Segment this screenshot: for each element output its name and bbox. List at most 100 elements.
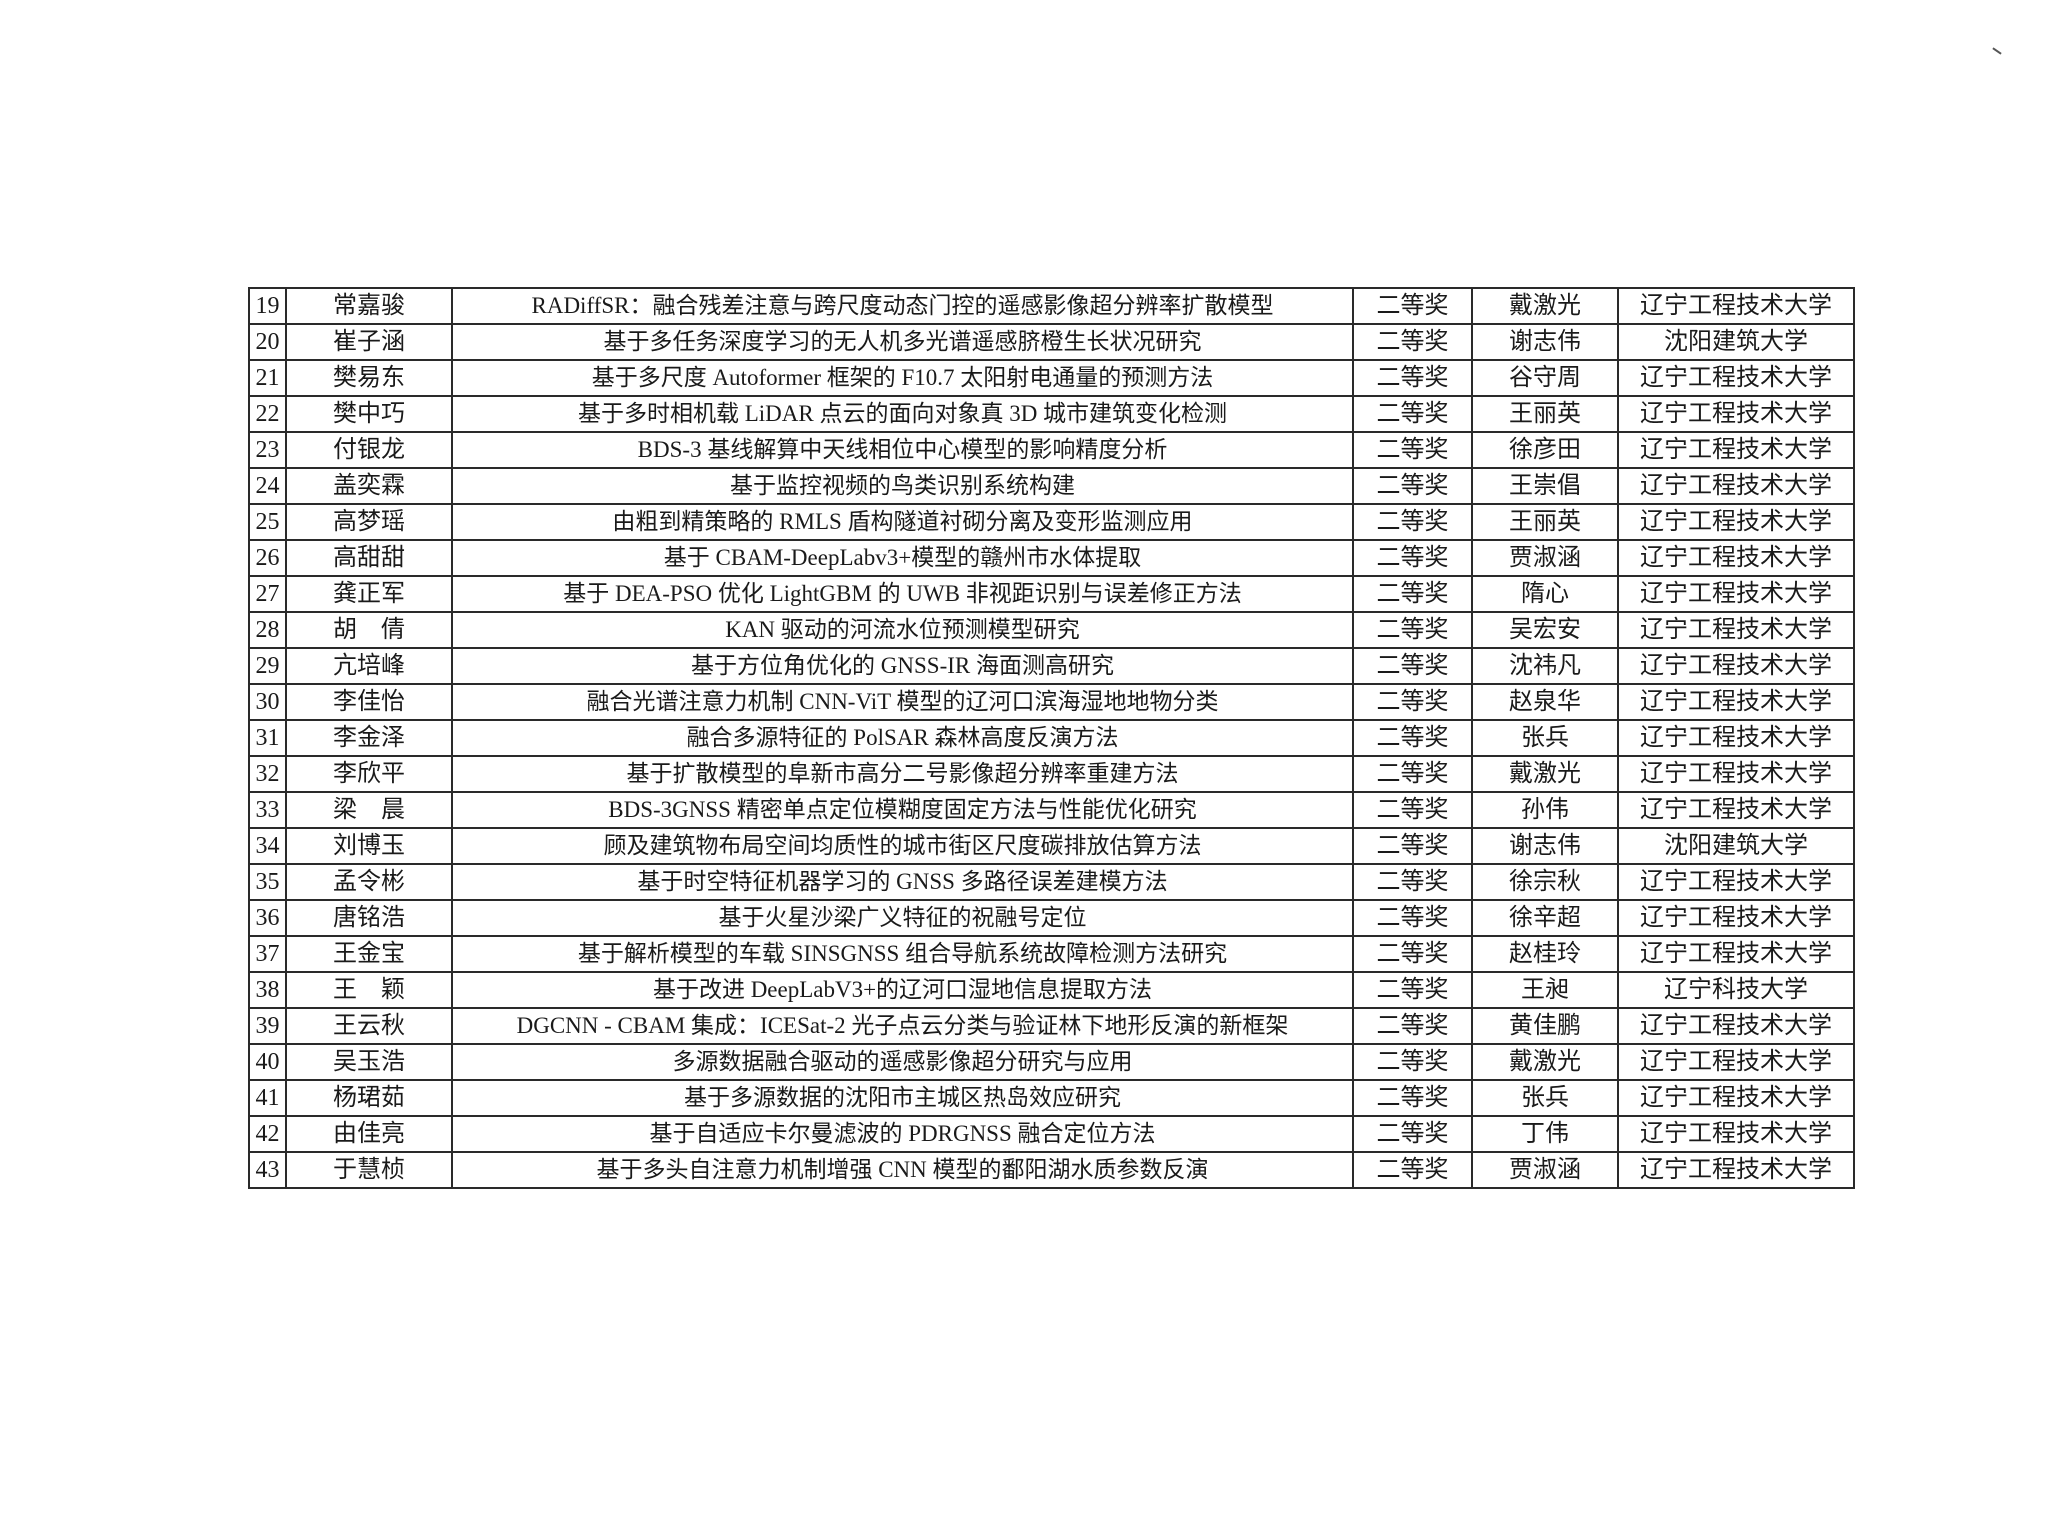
- student-name: 梁 晨: [285, 791, 453, 829]
- table-row: 28 胡 倩 KAN 驱动的河流水位预测模型研究 二等奖 吴宏安 辽宁工程技术大学: [248, 611, 1855, 649]
- student-name: 孟令彬: [285, 863, 453, 901]
- student-name: 崔子涵: [285, 323, 453, 361]
- table-row: 43 于慧桢 基于多头自注意力机制增强 CNN 模型的鄱阳湖水质参数反演 二等奖 贾淑涵…: [248, 1151, 1855, 1189]
- project-title: 基于多任务深度学习的无人机多光谱遥感脐橙生长状况研究: [451, 323, 1354, 361]
- student-name: 常嘉骏: [285, 287, 453, 325]
- table-row: 39 王云秋 DGCNN - CBAM 集成：ICESat-2 光子点云分类与验证林…: [248, 1007, 1855, 1045]
- school-name: 辽宁科技大学: [1617, 971, 1855, 1009]
- award-level: 二等奖: [1352, 791, 1473, 829]
- advisor-name: 贾淑涵: [1471, 1151, 1619, 1189]
- row-number: 39: [248, 1007, 287, 1045]
- table-row: 30 李佳怡 融合光谱注意力机制 CNN-ViT 模型的辽河口滨海湿地地物分类 二等奖…: [248, 683, 1855, 721]
- school-name: 辽宁工程技术大学: [1617, 755, 1855, 793]
- school-name: 辽宁工程技术大学: [1617, 1007, 1855, 1045]
- advisor-name: 王昶: [1471, 971, 1619, 1009]
- award-level: 二等奖: [1352, 1043, 1473, 1081]
- student-name: 付银龙: [285, 431, 453, 469]
- student-name: 由佳亮: [285, 1115, 453, 1153]
- advisor-name: 谢志伟: [1471, 827, 1619, 865]
- school-name: 辽宁工程技术大学: [1617, 1151, 1855, 1189]
- table-row: 29 亢培峰 基于方位角优化的 GNSS-IR 海面测高研究 二等奖 沈祎凡 辽宁工程技术…: [248, 647, 1855, 685]
- award-level: 二等奖: [1352, 755, 1473, 793]
- school-name: 辽宁工程技术大学: [1617, 899, 1855, 937]
- student-name: 王 颖: [285, 971, 453, 1009]
- advisor-name: 张兵: [1471, 719, 1619, 757]
- advisor-name: 吴宏安: [1471, 611, 1619, 649]
- student-name: 杨珺茹: [285, 1079, 453, 1117]
- award-level: 二等奖: [1352, 359, 1473, 397]
- project-title: BDS-3 基线解算中天线相位中心模型的影响精度分析: [451, 431, 1354, 469]
- advisor-name: 赵泉华: [1471, 683, 1619, 721]
- advisor-name: 赵桂玲: [1471, 935, 1619, 973]
- row-number: 31: [248, 719, 287, 757]
- advisor-name: 戴激光: [1471, 755, 1619, 793]
- school-name: 辽宁工程技术大学: [1617, 467, 1855, 505]
- project-title: 基于 CBAM-DeepLabv3+模型的赣州市水体提取: [451, 539, 1354, 577]
- table-row: 27 龚正军 基于 DEA-PSO 优化 LightGBM 的 UWB 非视距识别与…: [248, 575, 1855, 613]
- school-name: 辽宁工程技术大学: [1617, 791, 1855, 829]
- row-number: 42: [248, 1115, 287, 1153]
- table-row: 40 吴玉浩 多源数据融合驱动的遥感影像超分研究与应用 二等奖 戴激光 辽宁工程技术大学: [248, 1043, 1855, 1081]
- student-name: 樊中巧: [285, 395, 453, 433]
- student-name: 高梦瑶: [285, 503, 453, 541]
- table-row: 26 高甜甜 基于 CBAM-DeepLabv3+模型的赣州市水体提取 二等奖 贾淑涵辽…: [248, 539, 1855, 577]
- advisor-name: 王丽英: [1471, 503, 1619, 541]
- table-row: 36 唐铭浩 基于火星沙梁广义特征的祝融号定位 二等奖 徐辛超 辽宁工程技术大学: [248, 899, 1855, 937]
- project-title: 融合光谱注意力机制 CNN-ViT 模型的辽河口滨海湿地地物分类: [451, 683, 1354, 721]
- school-name: 辽宁工程技术大学: [1617, 539, 1855, 577]
- student-name: 唐铭浩: [285, 899, 453, 937]
- school-name: 辽宁工程技术大学: [1617, 683, 1855, 721]
- row-number: 30: [248, 683, 287, 721]
- project-title: 基于多头自注意力机制增强 CNN 模型的鄱阳湖水质参数反演: [451, 1151, 1354, 1189]
- table-row: 37 王金宝 基于解析模型的车载 SINSGNSS 组合导航系统故障检测方法研究 二等…: [248, 935, 1855, 973]
- row-number: 20: [248, 323, 287, 361]
- student-name: 吴玉浩: [285, 1043, 453, 1081]
- student-name: 于慧桢: [285, 1151, 453, 1189]
- award-level: 二等奖: [1352, 647, 1473, 685]
- student-name: 龚正军: [285, 575, 453, 613]
- row-number: 28: [248, 611, 287, 649]
- row-number: 23: [248, 431, 287, 469]
- project-title: 基于解析模型的车载 SINSGNSS 组合导航系统故障检测方法研究: [451, 935, 1354, 973]
- student-name: 王金宝: [285, 935, 453, 973]
- project-title: 基于方位角优化的 GNSS-IR 海面测高研究: [451, 647, 1354, 685]
- project-title: 多源数据融合驱动的遥感影像超分研究与应用: [451, 1043, 1354, 1081]
- school-name: 辽宁工程技术大学: [1617, 395, 1855, 433]
- row-number: 25: [248, 503, 287, 541]
- table-row: 24 盖奕霖 基于监控视频的鸟类识别系统构建 二等奖 王崇倡 辽宁工程技术大学: [248, 467, 1855, 505]
- project-title: 基于改进 DeepLabV3+的辽河口湿地信息提取方法: [451, 971, 1354, 1009]
- school-name: 辽宁工程技术大学: [1617, 863, 1855, 901]
- project-title: 基于火星沙梁广义特征的祝融号定位: [451, 899, 1354, 937]
- award-level: 二等奖: [1352, 575, 1473, 613]
- award-level: 二等奖: [1352, 1079, 1473, 1117]
- project-title: 由粗到精策略的 RMLS 盾构隧道衬砌分离及变形监测应用: [451, 503, 1354, 541]
- advisor-name: 丁伟: [1471, 1115, 1619, 1153]
- award-level: 二等奖: [1352, 683, 1473, 721]
- award-level: 二等奖: [1352, 719, 1473, 757]
- row-number: 21: [248, 359, 287, 397]
- table-row: 33 梁 晨 BDS-3GNSS 精密单点定位模糊度固定方法与性能优化研究 二等奖 孙伟…: [248, 791, 1855, 829]
- award-level: 二等奖: [1352, 863, 1473, 901]
- school-name: 辽宁工程技术大学: [1617, 1115, 1855, 1153]
- row-number: 41: [248, 1079, 287, 1117]
- row-number: 22: [248, 395, 287, 433]
- award-level: 二等奖: [1352, 503, 1473, 541]
- school-name: 辽宁工程技术大学: [1617, 647, 1855, 685]
- project-title: DGCNN - CBAM 集成：ICESat-2 光子点云分类与验证林下地形反演…: [451, 1007, 1354, 1045]
- advisor-name: 贾淑涵: [1471, 539, 1619, 577]
- project-title: 基于时空特征机器学习的 GNSS 多路径误差建模方法: [451, 863, 1354, 901]
- table-row: 38 王 颖基于改进 DeepLabV3+的辽河口湿地信息提取方法 二等奖 王昶 辽宁科…: [248, 971, 1855, 1009]
- award-level: 二等奖: [1352, 935, 1473, 973]
- school-name: 辽宁工程技术大学: [1617, 1079, 1855, 1117]
- table-row: 22 樊中巧 基于多时相机载 LiDAR 点云的面向对象真 3D 城市建筑变化检测二…: [248, 395, 1855, 433]
- award-level: 二等奖: [1352, 323, 1473, 361]
- advisor-name: 隋心: [1471, 575, 1619, 613]
- project-title: 基于 DEA-PSO 优化 LightGBM 的 UWB 非视距识别与误差修正方…: [451, 575, 1354, 613]
- award-level: 二等奖: [1352, 899, 1473, 937]
- row-number: 34: [248, 827, 287, 865]
- award-level: 二等奖: [1352, 971, 1473, 1009]
- school-name: 辽宁工程技术大学: [1617, 935, 1855, 973]
- school-name: 辽宁工程技术大学: [1617, 719, 1855, 757]
- school-name: 辽宁工程技术大学: [1617, 1043, 1855, 1081]
- award-level: 二等奖: [1352, 1151, 1473, 1189]
